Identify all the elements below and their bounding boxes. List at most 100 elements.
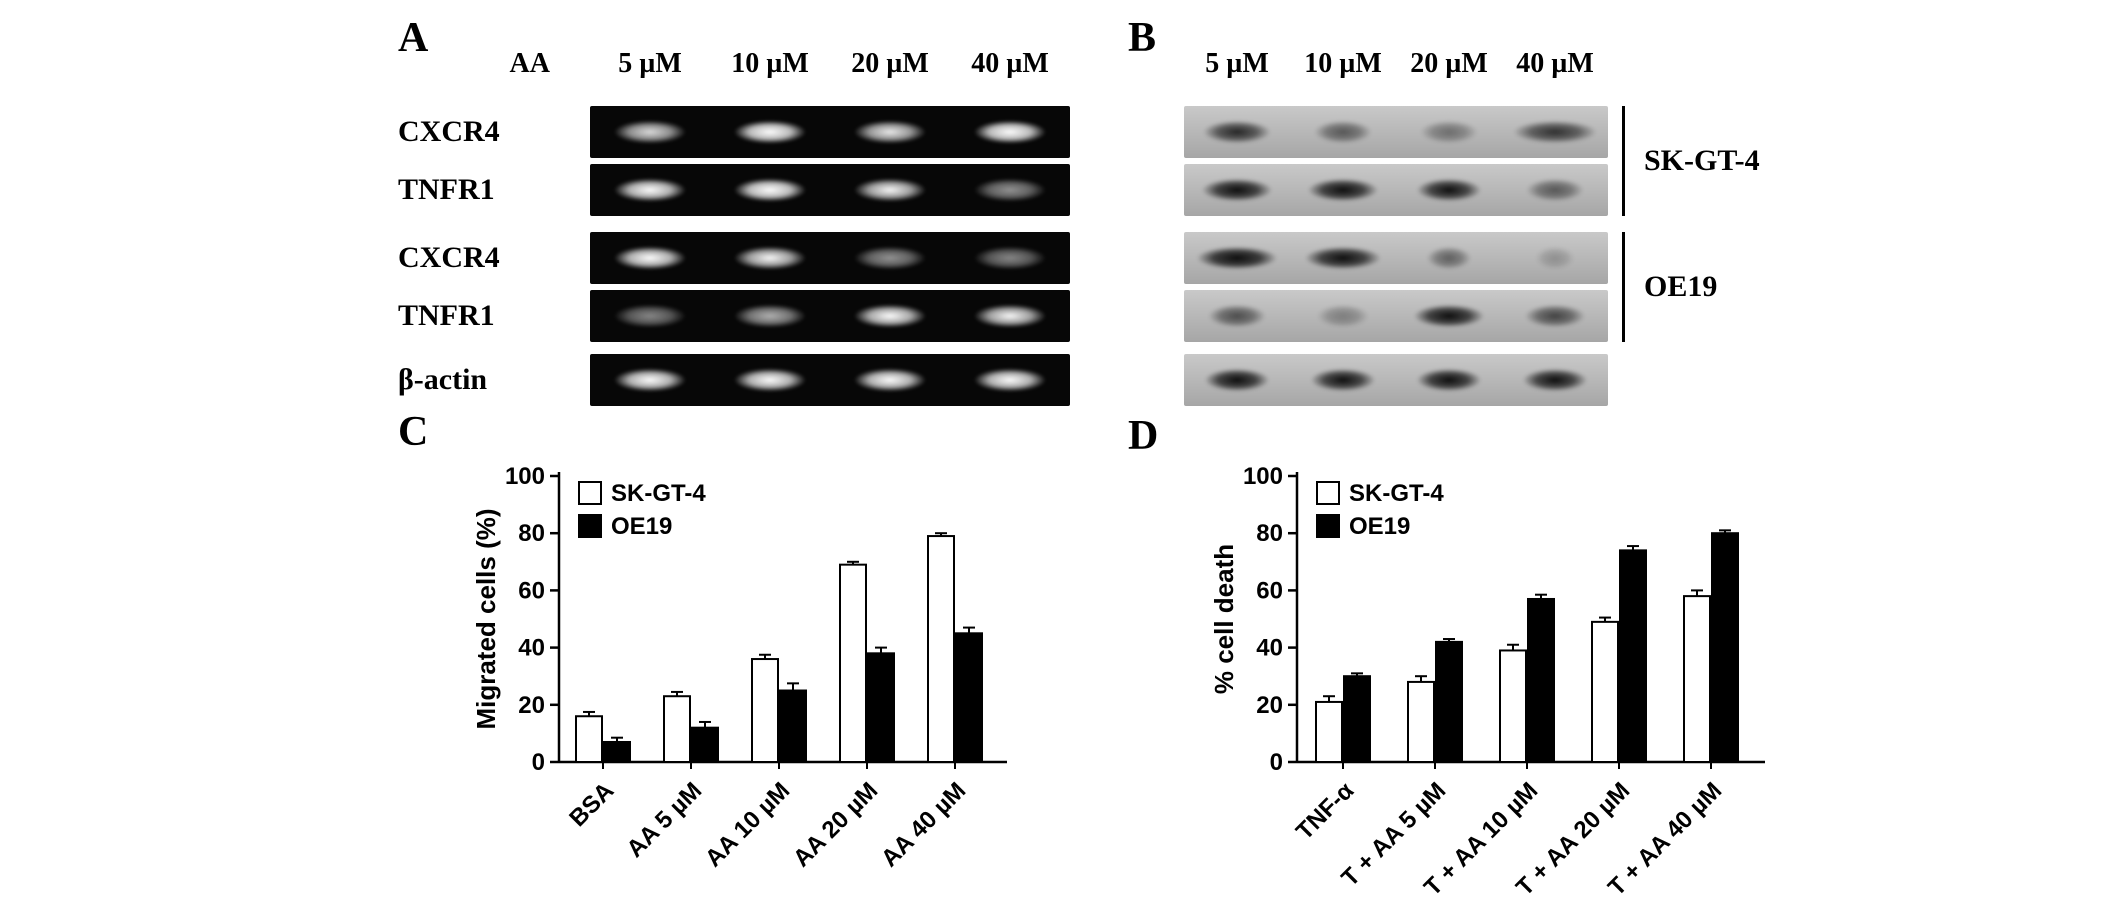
bar-SK-GT-4: [1591, 620, 1619, 763]
bar-OE19: [1343, 675, 1371, 763]
bar-SK-GT-4: [1407, 680, 1435, 763]
group-label-skgt4: SK-GT-4: [1644, 144, 1760, 177]
gel-strip-tnfr1-oe19: [590, 290, 1070, 342]
gel-band: [1528, 241, 1582, 275]
category-label: AA 5 µM: [621, 777, 707, 863]
legend-label-OE19: OE19: [1349, 513, 1410, 540]
blot-strip-oe19-2: [1184, 290, 1608, 342]
y-tick-label: 60: [518, 577, 545, 604]
bar-SK-GT-4: [751, 658, 779, 763]
gel-band: [1408, 115, 1490, 149]
panel-d-letter: D: [1128, 413, 1159, 459]
panel-a-letter: A: [398, 15, 429, 61]
group-label-oe19: OE19: [1644, 270, 1718, 303]
gel-band: [1192, 363, 1282, 397]
gel-band: [1188, 173, 1286, 207]
gel-band: [959, 173, 1061, 207]
category-label: TNF-α: [1291, 777, 1359, 845]
gel-band: [839, 299, 941, 333]
gel-band: [719, 173, 821, 207]
y-tick-label: 100: [505, 463, 545, 490]
blot-strip-skgt4-1: [1184, 106, 1608, 158]
blot-strip-loading-control: [1184, 354, 1608, 406]
gel-band: [1404, 173, 1494, 207]
gel-strip-cxcr4-oe19: [590, 232, 1070, 284]
y-tick-label: 0: [1270, 749, 1283, 776]
lane-header-b-2: 10 µM: [1304, 48, 1382, 79]
lane-header-a-2: 10 µM: [731, 48, 809, 79]
gel-band: [959, 241, 1061, 275]
gel-row-label-tnfr1-skgt4: TNFR1: [398, 173, 495, 206]
gel-band: [1307, 299, 1379, 333]
y-tick-label: 0: [532, 749, 545, 776]
gel-band: [1404, 363, 1494, 397]
gel-band: [1302, 115, 1384, 149]
bar-OE19: [955, 632, 983, 763]
bracket-oe19: [1622, 232, 1625, 342]
category-label: BSA: [564, 777, 619, 832]
y-tick-label: 100: [1243, 463, 1283, 490]
gel-band: [1190, 115, 1284, 149]
gel-band: [719, 241, 821, 275]
y-tick-label: 20: [518, 692, 545, 719]
gel-band: [1497, 115, 1608, 149]
gel-band: [719, 299, 821, 333]
bar-OE19: [1527, 597, 1555, 763]
gel-band: [719, 363, 821, 397]
bracket-skgt4: [1622, 106, 1625, 216]
gel-band: [1510, 363, 1600, 397]
bar-OE19: [1711, 532, 1739, 763]
bar-SK-GT-4: [1315, 700, 1343, 764]
blot-strip-oe19-1: [1184, 232, 1608, 284]
bar-SK-GT-4: [839, 563, 867, 763]
gel-band: [1294, 173, 1392, 207]
y-tick-label: 40: [518, 635, 545, 662]
bar-OE19: [779, 689, 807, 763]
bar-OE19: [1619, 549, 1647, 763]
lane-header-b-1: 5 µM: [1205, 48, 1269, 79]
category-label: AA 40 µM: [876, 777, 971, 872]
gel-band: [599, 299, 701, 333]
y-tick-label: 20: [1256, 692, 1283, 719]
gel-band: [839, 363, 941, 397]
gel-strip-beta-actin: [590, 354, 1070, 406]
gel-band: [1514, 173, 1596, 207]
gel-band: [1298, 363, 1388, 397]
bar-SK-GT-4: [575, 715, 603, 763]
gel-band: [839, 241, 941, 275]
lane-header-b-3: 20 µM: [1410, 48, 1488, 79]
y-axis-title: Migrated cells (%): [471, 508, 501, 729]
bar-OE19: [691, 726, 719, 763]
gel-row-label-beta-actin: β-actin: [398, 363, 488, 396]
category-label: AA 10 µM: [700, 777, 795, 872]
gel-band: [839, 115, 941, 149]
gel-row-label-tnfr1-oe19: TNFR1: [398, 299, 495, 332]
gel-band: [1417, 241, 1481, 275]
gel-band: [1196, 299, 1278, 333]
panel-c-letter: C: [398, 409, 429, 455]
gel-band: [1184, 241, 1293, 275]
bar-SK-GT-4: [1499, 649, 1527, 764]
gel-strip-cxcr4-skgt4: [590, 106, 1070, 158]
gel-band: [1512, 299, 1598, 333]
gel-band: [959, 115, 1061, 149]
legend-label-SK-GT-4: SK-GT-4: [611, 480, 706, 507]
legend-swatch-SK-GT-4: [1316, 481, 1340, 505]
gel-band: [599, 363, 701, 397]
gel-band: [599, 115, 701, 149]
cell-death-bar-chart: 0 20 40 60 80 100% cell death TNF-α T + AA 5 µM…: [1207, 460, 1807, 923]
category-label: AA 20 µM: [788, 777, 883, 872]
y-axis-title: % cell death: [1209, 544, 1239, 694]
y-tick-label: 60: [1256, 577, 1283, 604]
legend-swatch-SK-GT-4: [578, 481, 602, 505]
gel-band: [1400, 299, 1498, 333]
gel-row-label-cxcr4-oe19: CXCR4: [398, 241, 500, 274]
gel-band: [839, 173, 941, 207]
bar-SK-GT-4: [663, 695, 691, 763]
lane-header-a-4: 40 µM: [971, 48, 1049, 79]
blot-strip-skgt4-2: [1184, 164, 1608, 216]
gel-band: [1289, 241, 1397, 275]
lane-header-a-1: 5 µM: [618, 48, 682, 79]
